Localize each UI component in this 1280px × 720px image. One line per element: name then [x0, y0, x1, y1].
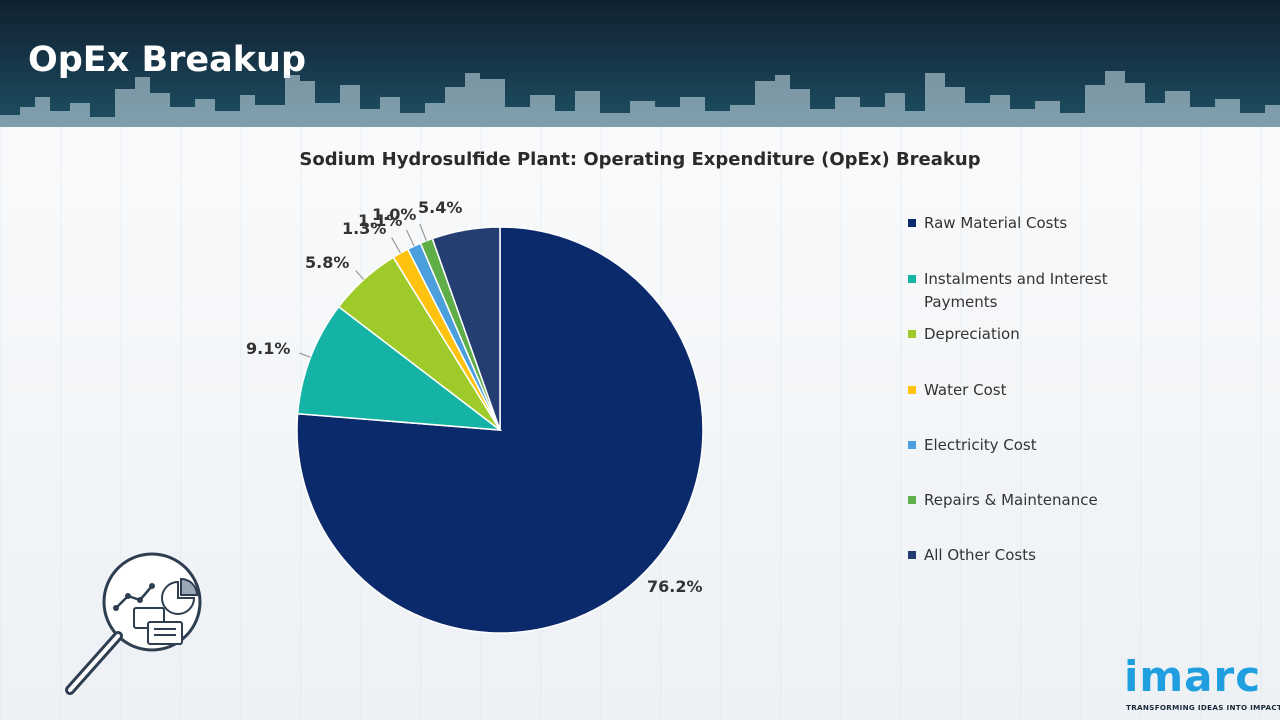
- city-skyline-icon: [0, 71, 1280, 127]
- legend-item-repairs-maintenance: Repairs & Maintenance: [908, 489, 1208, 512]
- legend-swatch-water-cost: [908, 386, 916, 394]
- slice-label-depreciation: 5.8%: [305, 253, 350, 272]
- legend-item-raw-material-costs: Raw Material Costs: [908, 212, 1208, 235]
- legend-swatch-electricity-cost: [908, 441, 916, 449]
- logo-wordmark: imarc: [1124, 652, 1262, 701]
- legend-label-all-other-costs: All Other Costs: [924, 546, 1036, 564]
- slice-label-repairs-maintenance: 1.0%: [372, 205, 417, 224]
- legend-item-instalments-and-interest-payments: Instalments and Interest Payments: [908, 268, 1208, 314]
- legend-item-electricity-cost: Electricity Cost: [908, 434, 1208, 457]
- page-title: OpEx Breakup: [28, 40, 307, 80]
- leader-line-water-cost: [391, 237, 401, 254]
- leader-line-repairs-maintenance: [419, 223, 427, 241]
- legend-swatch-instalments-and-interest-payments: [908, 275, 916, 283]
- leader-line-electricity-cost: [405, 229, 415, 247]
- slice-label-all-other-costs: 5.4%: [418, 198, 463, 217]
- legend-swatch-raw-material-costs: [908, 219, 916, 227]
- legend-label-depreciation: Depreciation: [924, 325, 1020, 343]
- magnifier-chart-icon: [65, 552, 202, 695]
- pie-slice-all-other-costs: [431, 226, 501, 431]
- pie-chart: [296, 223, 704, 634]
- legend-label-water-cost: Water Cost: [924, 381, 1007, 399]
- imarc-logo: imarc TRANSFORMING IDEAS INTO IMPACT: [1124, 648, 1280, 714]
- logo-tagline: TRANSFORMING IDEAS INTO IMPACT: [1126, 703, 1280, 712]
- legend-swatch-repairs-maintenance: [908, 496, 916, 504]
- chart-title: Sodium Hydrosulfide Plant: Operating Exp…: [299, 149, 981, 170]
- leader-line-depreciation: [355, 270, 365, 280]
- legend-swatch-all-other-costs: [908, 551, 916, 559]
- legend-label-instalments-and-interest-payments: Instalments and Interest Payments: [924, 270, 1108, 311]
- legend-label-electricity-cost: Electricity Cost: [924, 436, 1037, 454]
- slice-label-instalments-and-interest-payments: 9.1%: [246, 339, 291, 358]
- legend-swatch-depreciation: [908, 330, 916, 338]
- legend-item-depreciation: Depreciation: [908, 323, 1208, 346]
- slice-label-raw-material-costs: 76.2%: [647, 577, 703, 596]
- header-banner: OpEx Breakup: [0, 0, 1280, 127]
- slice-label-electricity-cost: 1.1%: [358, 211, 403, 230]
- legend-item-water-cost: Water Cost: [908, 379, 1208, 402]
- legend-label-repairs-maintenance: Repairs & Maintenance: [924, 491, 1098, 509]
- legend-label-raw-material-costs: Raw Material Costs: [924, 214, 1068, 232]
- slice-label-water-cost: 1.3%: [342, 219, 387, 238]
- legend-item-all-other-costs: All Other Costs: [908, 544, 1208, 567]
- leader-line-instalments-and-interest-payments: [299, 352, 311, 358]
